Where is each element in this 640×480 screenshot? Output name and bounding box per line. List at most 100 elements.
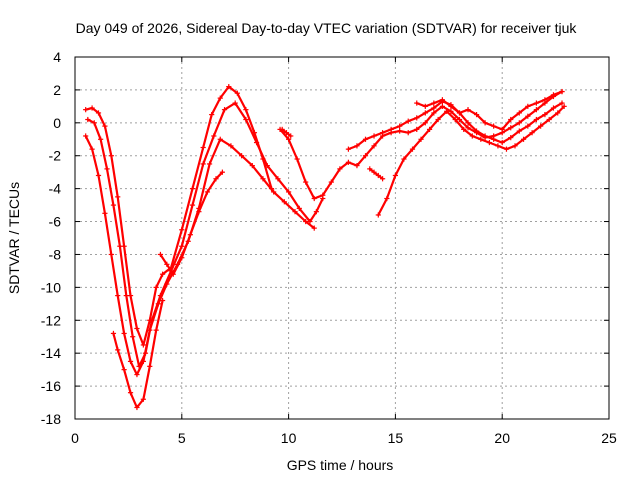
series-1-point-24 — [296, 205, 302, 211]
series-6-point-0 — [345, 146, 352, 152]
series-5-point-30 — [533, 107, 539, 113]
series-7-point-10 — [461, 126, 467, 132]
series-5-point-17 — [422, 120, 428, 126]
series-2 — [83, 133, 317, 378]
series-2-point-20 — [249, 163, 255, 169]
series-7-point-7 — [435, 116, 441, 123]
series-4-point-6 — [204, 189, 211, 195]
series-5-point-4 — [311, 195, 317, 202]
series-9-point-1 — [371, 169, 377, 175]
series-1-point-2 — [98, 136, 104, 142]
series-5-point-8 — [345, 159, 352, 165]
series-9-point-0 — [367, 166, 373, 172]
series-7-point-11 — [469, 133, 475, 139]
series-8-point-3 — [439, 97, 445, 103]
series-1-point-15 — [200, 161, 206, 167]
series-1-point-23 — [286, 189, 292, 195]
series-1-point-17 — [221, 107, 228, 113]
series-0-point-19 — [226, 84, 232, 90]
series-3-point-5 — [140, 396, 146, 402]
series-4-point-3 — [179, 255, 185, 261]
series-2-point-21 — [260, 176, 266, 182]
series-0-track — [84, 85, 273, 347]
series-2-point-6 — [121, 330, 127, 337]
series-1-point-14 — [189, 202, 196, 208]
series-2-point-0 — [83, 133, 89, 139]
y-tick-label-8: -2 — [49, 148, 62, 164]
series-2-point-12 — [164, 281, 170, 287]
series-5-point-1 — [286, 136, 292, 142]
plot-frame — [74, 56, 610, 420]
series-8-point-4 — [448, 103, 454, 109]
series-6-point-1 — [354, 143, 360, 149]
series-0-point-11 — [153, 284, 159, 290]
y-tick-label-2: -14 — [41, 345, 61, 361]
series-3-point-0 — [110, 330, 117, 337]
series-8-point-11 — [508, 116, 514, 123]
series-7-point-22 — [561, 103, 567, 109]
series-10-point-1 — [283, 130, 290, 136]
series-0-point-2 — [95, 110, 102, 116]
x-tick-label-0: 0 — [71, 430, 79, 446]
series-2-point-23 — [281, 199, 287, 205]
series-3 — [110, 297, 166, 411]
series-7-point-9 — [452, 116, 458, 123]
series-0-point-20 — [234, 90, 240, 96]
series-1-point-7 — [130, 334, 136, 340]
y-tick-label-10: 2 — [53, 82, 61, 98]
series-6-point-17 — [491, 136, 497, 142]
series-6 — [345, 98, 565, 152]
series-4-point-7 — [213, 176, 219, 182]
series-1-point-16 — [211, 133, 217, 139]
series-8-point-7 — [473, 111, 480, 118]
data-series — [83, 84, 567, 411]
series-6-point-19 — [508, 135, 514, 141]
series-8-point-2 — [431, 100, 437, 106]
series-7-point-0 — [375, 212, 381, 218]
series-0-point-16 — [200, 144, 206, 151]
series-6-point-5 — [388, 126, 394, 132]
series-8-point-9 — [491, 123, 497, 129]
series-1-point-19 — [243, 116, 249, 123]
series-0-point-15 — [189, 186, 196, 192]
series-4 — [157, 169, 225, 277]
series-6-point-9 — [422, 110, 428, 116]
chart-title: Day 049 of 2026, Sidereal Day-to-day VTE… — [76, 20, 578, 36]
series-3-point-7 — [153, 327, 159, 333]
series-0-point-0 — [83, 107, 89, 113]
x-tick-label-2: 10 — [281, 430, 297, 446]
series-1-point-21 — [264, 163, 270, 169]
series-2-point-22 — [271, 189, 277, 195]
series-0-point-9 — [140, 342, 146, 348]
series-9-track — [368, 167, 384, 180]
series-0-point-3 — [102, 123, 108, 129]
series-5-point-14 — [397, 128, 403, 134]
series-6-point-6 — [397, 123, 403, 129]
series-0-point-14 — [179, 227, 185, 233]
series-6-point-15 — [473, 128, 480, 134]
series-6-point-23 — [542, 111, 548, 118]
series-4-point-8 — [219, 169, 225, 175]
series-1-point-0 — [85, 116, 91, 123]
series-0-point-21 — [243, 107, 249, 113]
series-7-point-6 — [426, 126, 433, 132]
series-0-point-4 — [108, 153, 114, 159]
series-3-point-4 — [134, 404, 140, 411]
x-tick-label-1: 5 — [178, 430, 186, 446]
grid — [75, 57, 609, 419]
series-1-point-22 — [275, 176, 281, 182]
series-2-point-19 — [239, 153, 245, 159]
y-tick-label-9: 0 — [53, 115, 61, 131]
y-tick-label-4: -10 — [41, 279, 61, 295]
series-4-point-1 — [164, 261, 170, 267]
series-9-point-2 — [375, 172, 381, 179]
series-3-point-6 — [147, 363, 153, 369]
series-2-point-1 — [89, 146, 95, 152]
series-10-point-0 — [279, 126, 285, 132]
series-8-point-1 — [422, 103, 428, 109]
series-10-point-2 — [288, 133, 294, 139]
x-tick-label-5: 25 — [601, 430, 617, 446]
series-5-point-2 — [294, 156, 300, 162]
